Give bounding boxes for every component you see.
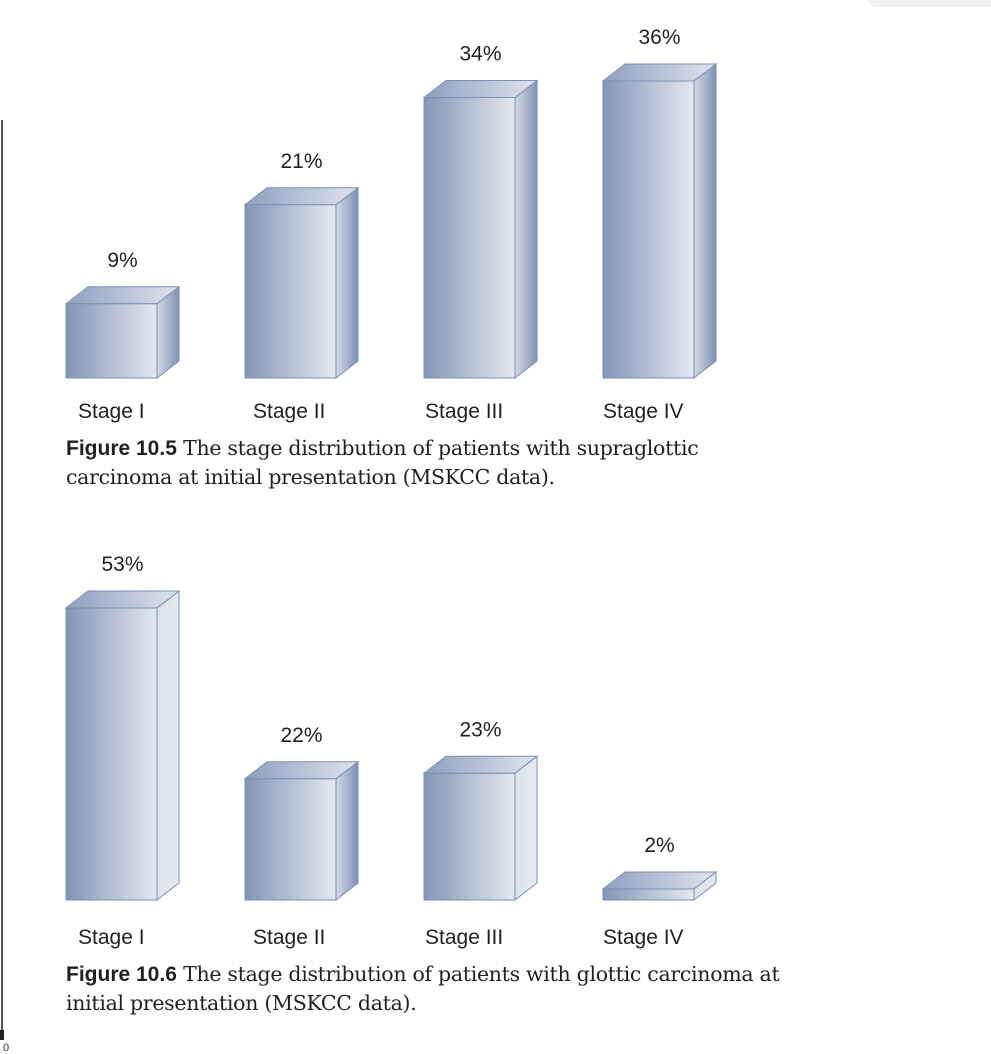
x-axis-label-stage-3: Stage III: [425, 400, 504, 423]
bar-side-face: [514, 755, 538, 902]
caption-text-line1: The stage distribution of patients with …: [183, 962, 780, 986]
bar-value-label: 34%: [459, 43, 501, 66]
x-axis-label-stage-3: Stage III: [425, 926, 504, 949]
figure-10-6-chart: 53% 22% 23% 2%: [64, 553, 718, 902]
figure-caption: Figure 10.5 The stage distribution of pa…: [66, 434, 699, 491]
bar-stage-iv: 2%: [601, 834, 718, 902]
caption-text-line2: carcinoma at initial presentation (MSKCC…: [66, 465, 555, 489]
page-margin-rule: [1, 120, 3, 1038]
bar-stage-iv: 36%: [601, 26, 718, 380]
x-axis-label-stage-1: Stage I: [78, 400, 145, 423]
caption-text-line2: initial presentation (MSKCC data).: [66, 991, 417, 1015]
bar-stage-i: 9%: [64, 249, 181, 380]
bar-value-label: 9%: [107, 249, 137, 272]
page-margin-rule-tick: [0, 1030, 4, 1040]
bar-side-face: [335, 760, 359, 902]
bar-front-face: [65, 607, 158, 901]
bar-front-face: [423, 772, 516, 901]
bar-value-label: 23%: [459, 718, 501, 741]
page-corner-tab: [866, 0, 991, 7]
bar-front-face: [602, 888, 695, 901]
bar-front-face: [602, 80, 695, 379]
bar-stage-ii: 22%: [243, 724, 360, 902]
caption-text-line1: The stage distribution of patients with …: [183, 436, 699, 460]
bar-stage-iii: 23%: [422, 718, 539, 902]
bar-front-face: [65, 303, 158, 379]
x-axis-label-stage-4: Stage IV: [603, 400, 684, 423]
x-axis-label-stage-2: Stage II: [253, 926, 326, 949]
figure-10-5-chart: 9% 21% 34% 36%: [64, 26, 718, 380]
bar-front-face: [423, 97, 516, 379]
page-folio-fragment: 0: [3, 1042, 10, 1054]
bar-stage-ii: 21%: [243, 150, 360, 380]
x-axis-label-stage-2: Stage II: [253, 400, 326, 423]
bar-value-label: 22%: [280, 724, 322, 747]
x-axis-label-stage-1: Stage I: [78, 926, 145, 949]
x-axis-label-stage-4: Stage IV: [603, 926, 684, 949]
figure-number: Figure 10.6: [66, 963, 177, 986]
bar-value-label: 21%: [280, 150, 322, 173]
bar-stage-i: 53%: [64, 553, 181, 902]
bar-stage-iii: 34%: [422, 43, 539, 380]
figure-number: Figure 10.5: [66, 437, 177, 460]
bar-front-face: [244, 204, 337, 379]
bar-side-face: [156, 589, 180, 902]
bar-front-face: [244, 778, 337, 901]
bar-value-label: 2%: [644, 834, 674, 857]
bar-value-label: 53%: [101, 553, 143, 576]
figure-caption: Figure 10.6 The stage distribution of pa…: [66, 960, 780, 1017]
bar-value-label: 36%: [638, 26, 680, 49]
